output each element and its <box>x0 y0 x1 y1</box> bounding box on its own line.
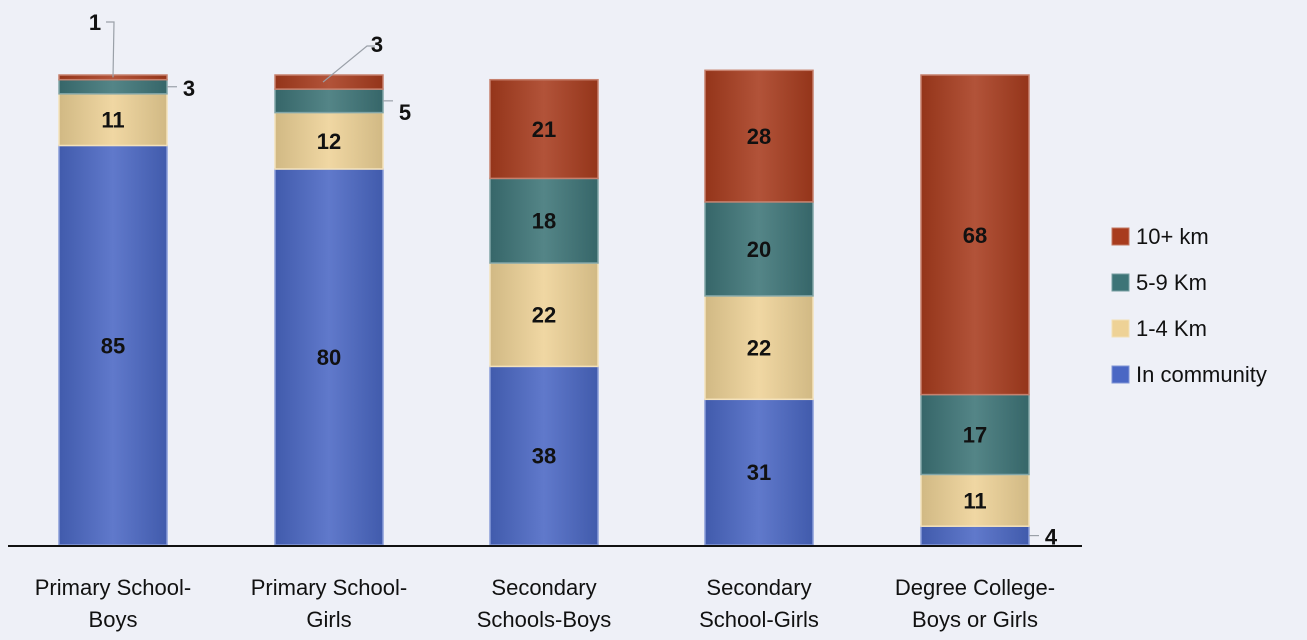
data-label: 22 <box>532 303 556 328</box>
data-label: 17 <box>963 423 987 448</box>
legend-entry: 5-9 Km <box>1136 270 1207 295</box>
x-tick-label: Primary School- <box>251 575 407 600</box>
legend-entry: In community <box>1136 362 1267 387</box>
data-label: 28 <box>747 124 771 149</box>
data-label: 80 <box>317 345 341 370</box>
data-label: 38 <box>532 444 556 469</box>
bar-segment <box>489 365 599 546</box>
bar-segment <box>920 74 1030 396</box>
x-tick-label: School-Girls <box>699 607 819 632</box>
bar-segment <box>704 295 814 401</box>
legend-swatch <box>1111 273 1130 292</box>
data-label: 31 <box>747 460 771 485</box>
data-label: 3 <box>183 76 195 101</box>
x-tick-label: Girls <box>306 607 351 632</box>
bar-segment <box>58 93 168 147</box>
legend-entry: 1-4 Km <box>1136 316 1207 341</box>
data-label: 12 <box>317 129 341 154</box>
data-label: 21 <box>532 117 556 142</box>
bar-segment <box>489 78 599 180</box>
x-tick-label: Schools-Boys <box>477 607 612 632</box>
leader-line <box>322 45 375 83</box>
data-label: 1 <box>89 10 101 35</box>
data-label: 11 <box>963 488 986 513</box>
legend-entry: 10+ km <box>1136 224 1209 249</box>
bar-segment <box>920 525 1030 546</box>
data-label: 3 <box>371 32 383 57</box>
data-label: 20 <box>747 237 771 262</box>
bar-segment <box>920 473 1030 527</box>
data-label: 18 <box>532 209 556 234</box>
category-labels: Primary School- Boys Primary School- Girls S… <box>35 575 1055 632</box>
data-label: 22 <box>747 336 771 361</box>
data-label: 85 <box>101 333 125 358</box>
bar-segment <box>489 262 599 368</box>
bars-layer <box>58 69 1030 546</box>
data-label: 68 <box>963 223 987 248</box>
legend: 10+ km 5-9 Km 1-4 Km In community <box>1111 224 1267 387</box>
legend-swatch <box>1111 227 1130 246</box>
bar-segment <box>489 177 599 264</box>
bar-segment <box>58 144 168 546</box>
bar-segment <box>274 74 384 90</box>
data-label: 4 <box>1045 525 1058 550</box>
x-tick-label: Secondary <box>491 575 596 600</box>
bar-segment <box>274 88 384 114</box>
x-tick-label: Boys or Girls <box>912 607 1038 632</box>
bar-segment <box>704 398 814 546</box>
bar-segment <box>58 78 168 95</box>
bar-segment <box>704 69 814 203</box>
data-label: 5 <box>399 100 411 125</box>
leader-line <box>106 21 115 78</box>
x-tick-label: Degree College- <box>895 575 1055 600</box>
data-label: 11 <box>101 108 124 133</box>
x-tick-label: Primary School- <box>35 575 191 600</box>
bar-segment <box>920 393 1030 476</box>
bar-segment <box>704 201 814 297</box>
legend-swatch <box>1111 319 1130 338</box>
x-tick-label: Boys <box>89 607 138 632</box>
x-tick-label: Secondary <box>706 575 811 600</box>
legend-swatch <box>1111 365 1130 384</box>
